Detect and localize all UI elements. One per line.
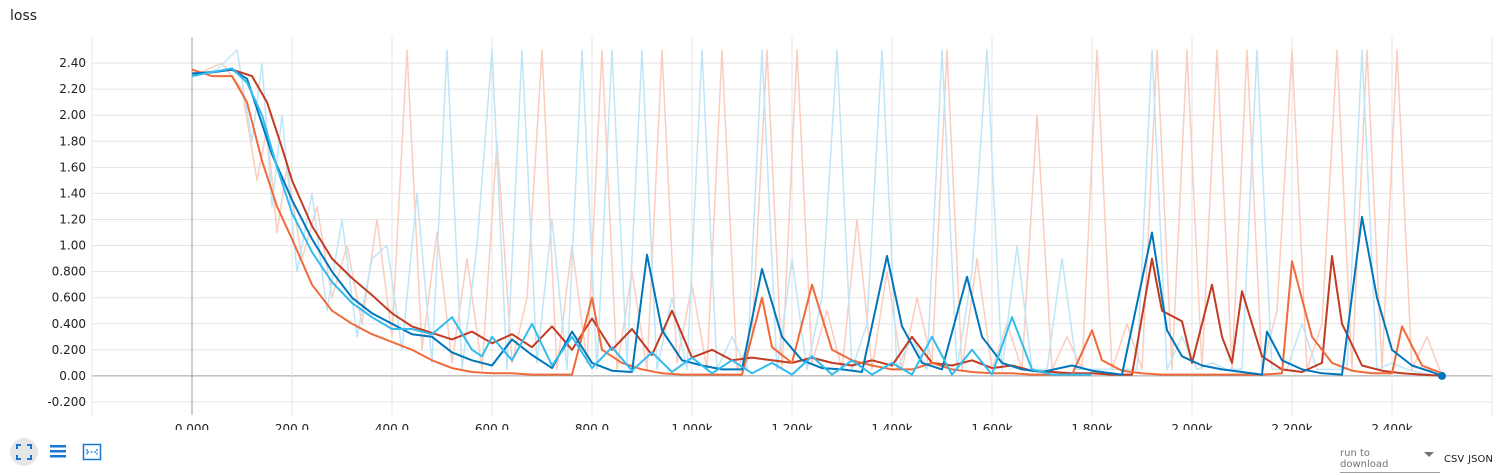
y-tick-label: 2.00 [59,108,86,122]
y-tick-label: 0.600 [52,291,86,305]
y-tick-label: 2.40 [59,56,86,70]
fit-domain-button[interactable] [78,438,106,466]
run-to-download-select[interactable]: run to download [1340,446,1440,473]
run-to-download-label: run to download [1340,448,1389,470]
end-point-marker [1438,371,1446,380]
loss-chart[interactable]: -0.200 0.00 0.200 0.400 0.600 0.800 1.00 1.20 1.… [0,0,1511,430]
x-tick-label: 400.0 [375,422,409,430]
chevron-down-icon [1424,452,1434,457]
raw-series-layer [191,49,1443,377]
x-tick-label: 800.0 [575,422,609,430]
x-tick-label: 1.400k [871,422,912,430]
raw-series-line [191,49,1443,377]
fullscreen-icon [16,444,32,460]
x-tick-label: 1.200k [771,422,812,430]
y-tick-label: 1.80 [59,134,86,148]
y-tick-label: 1.60 [59,160,86,174]
x-tick-label: 0.000 [175,422,209,430]
y-tick-label: 2.20 [59,82,86,96]
smoothed-series-line [191,67,1092,376]
x-tick-label: 1.800k [1071,422,1112,430]
chart-toolbar [10,438,106,466]
smoothed-series-line [191,68,1443,377]
x-tick-label: 2.200k [1271,422,1312,430]
y-tick-label: 1.20 [59,212,86,226]
y-tick-label: 0.00 [59,369,86,383]
x-tick-label: 1.000k [671,422,712,430]
csv-link[interactable]: CSV [1444,454,1465,465]
chart-title: loss [10,8,38,24]
y-tick-label: -0.200 [47,395,86,409]
download-controls: run to download CSV JSON [1340,446,1493,473]
end-marker-layer [1438,371,1446,380]
y-tick-label: 1.00 [59,239,86,253]
smoothed-series-line [191,68,1443,376]
toggle-log-scale-button[interactable] [44,438,72,466]
x-tick-label: 600.0 [475,422,509,430]
y-tick-label: 0.400 [52,317,86,331]
tick-labels: -0.200 0.00 0.200 0.400 0.600 0.800 1.00 1.20 1.… [47,56,1412,430]
lines-icon [50,445,66,458]
y-tick-label: 0.200 [52,343,86,357]
y-tick-label: 0.800 [52,265,86,279]
smoothed-series-line [191,68,1443,377]
x-tick-label: 200.0 [275,422,309,430]
x-tick-label: 2.400k [1371,422,1412,430]
x-tick-label: 2.000k [1171,422,1212,430]
y-tick-label: 1.40 [59,186,86,200]
json-link[interactable]: JSON [1468,454,1493,465]
smoothed-series-layer [191,67,1443,377]
x-tick-label: 1.600k [971,422,1012,430]
fullscreen-button[interactable] [10,438,38,466]
fit-domain-icon [82,443,102,461]
